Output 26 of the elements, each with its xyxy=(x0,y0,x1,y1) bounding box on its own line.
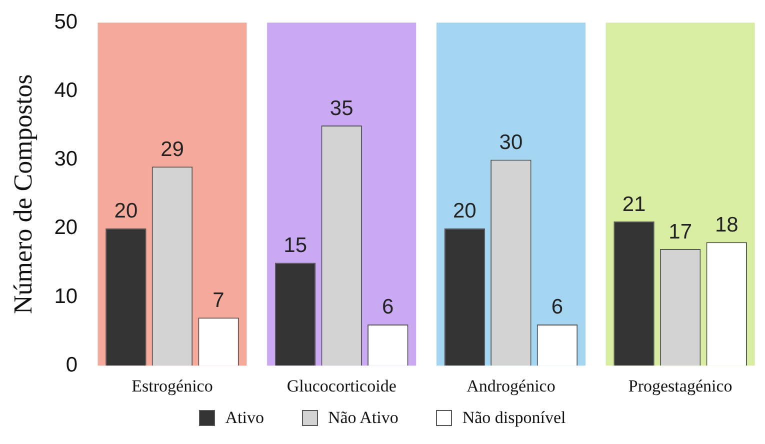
legend-label: Não Ativo xyxy=(328,408,398,428)
data-label: 6 xyxy=(382,296,394,319)
data-label: 7 xyxy=(212,288,224,312)
data-label: 6 xyxy=(551,296,564,319)
y-tick-label: 50 xyxy=(54,10,78,34)
data-label: 20 xyxy=(114,200,138,223)
data-label: 21 xyxy=(622,192,646,216)
x-tick-label: Glucocorticoide xyxy=(286,376,396,396)
y-axis-title: Número de Compostos xyxy=(8,74,38,314)
data-label: 18 xyxy=(714,213,738,236)
y-tick-label: 20 xyxy=(54,216,78,240)
y-tick-label: 40 xyxy=(54,78,78,102)
data-label: 17 xyxy=(668,220,692,244)
x-tick-label: Estrogénico xyxy=(132,376,213,396)
x-tick-label: Androgénico xyxy=(466,376,556,396)
data-label: 15 xyxy=(284,234,307,257)
data-label: 35 xyxy=(330,96,354,120)
data-label: 20 xyxy=(452,200,476,223)
data-label: 30 xyxy=(499,131,523,154)
y-tick-label: 30 xyxy=(54,148,78,171)
y-tick-label: 10 xyxy=(54,284,78,308)
x-tick-label: Progestagénico xyxy=(628,376,732,396)
legend-label: Ativo xyxy=(225,408,264,428)
text: Não disponível xyxy=(462,408,566,428)
data-label: 29 xyxy=(160,138,184,161)
y-tick-label: 0 xyxy=(66,353,78,376)
